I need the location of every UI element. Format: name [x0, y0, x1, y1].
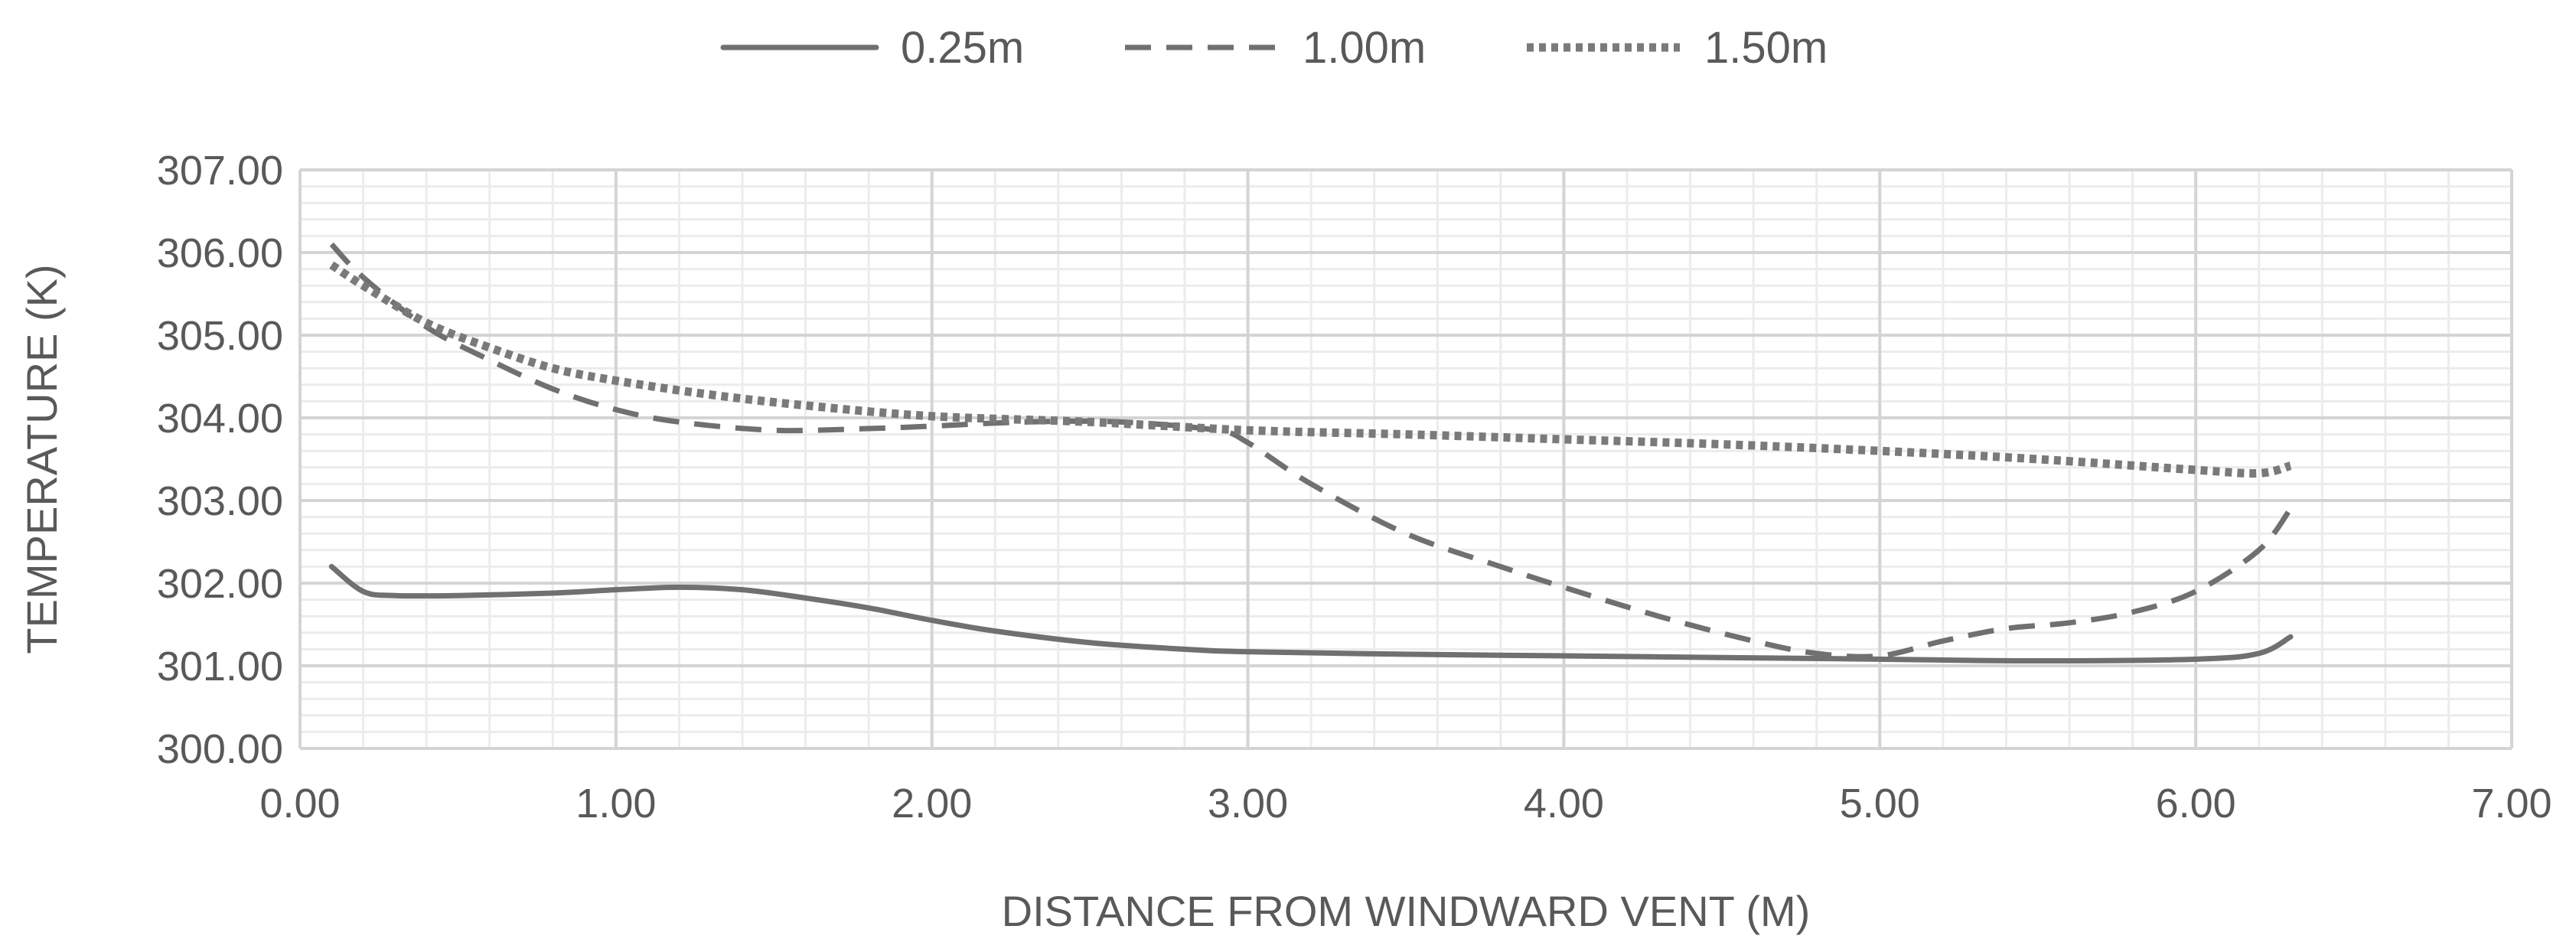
x-tick-label: 2.00	[892, 781, 972, 826]
x-tick-label: 6.00	[2156, 781, 2236, 826]
y-tick-label: 307.00	[157, 148, 283, 194]
legend-label-1-00m: 1.00m	[1303, 23, 1426, 73]
y-tick-label: 302.00	[157, 561, 283, 607]
y-tick-label: 305.00	[157, 313, 283, 359]
x-axis-title: DISTANCE FROM WINDWARD VENT (M)	[1002, 887, 1811, 935]
x-tick-label: 4.00	[1524, 781, 1604, 826]
legend-label-0-25m: 0.25m	[901, 23, 1024, 73]
y-axis-tick-labels: 300.00 301.00 302.00 303.00 304.00 305.00 306.…	[157, 148, 283, 772]
y-tick-label: 300.00	[157, 726, 283, 772]
y-tick-label: 304.00	[157, 396, 283, 442]
series-line-1-00m	[329, 242, 2293, 660]
series-layer	[328, 242, 2294, 664]
series-line-0-25m	[328, 563, 2294, 664]
x-tick-label: 0.00	[259, 781, 340, 826]
y-tick-label: 306.00	[157, 230, 283, 276]
y-tick-label: 301.00	[157, 644, 283, 690]
x-tick-label: 5.00	[1840, 781, 1920, 826]
x-tick-label: 3.00	[1208, 781, 1288, 826]
major-gridlines	[298, 168, 2513, 750]
x-tick-label: 1.00	[576, 781, 656, 826]
minor-gridlines	[300, 170, 2512, 748]
x-tick-label: 7.00	[2471, 781, 2552, 826]
legend: 0.25m 1.00m 1.50m	[720, 23, 1828, 73]
series-line-1-50m	[329, 261, 2292, 478]
y-tick-label: 303.00	[157, 478, 283, 524]
legend-label-1-50m: 1.50m	[1704, 23, 1828, 73]
y-axis-title: TEMPERATURE (K)	[18, 264, 66, 654]
x-axis-tick-labels: 0.00 1.00 2.00 3.00 4.00 5.00 6.00 7.00	[259, 781, 2552, 826]
